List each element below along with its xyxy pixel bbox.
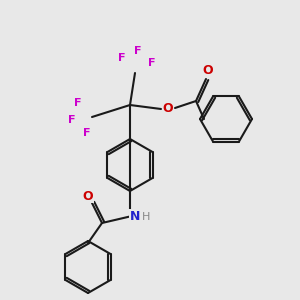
Text: F: F	[148, 58, 156, 68]
Text: O: O	[203, 64, 213, 77]
Text: F: F	[118, 53, 126, 63]
Text: F: F	[74, 98, 82, 108]
Text: O: O	[83, 190, 93, 202]
Text: H: H	[142, 212, 150, 222]
Text: F: F	[83, 128, 91, 138]
Text: F: F	[68, 115, 76, 125]
Text: F: F	[134, 46, 142, 56]
Text: O: O	[163, 103, 173, 116]
Text: N: N	[130, 209, 140, 223]
